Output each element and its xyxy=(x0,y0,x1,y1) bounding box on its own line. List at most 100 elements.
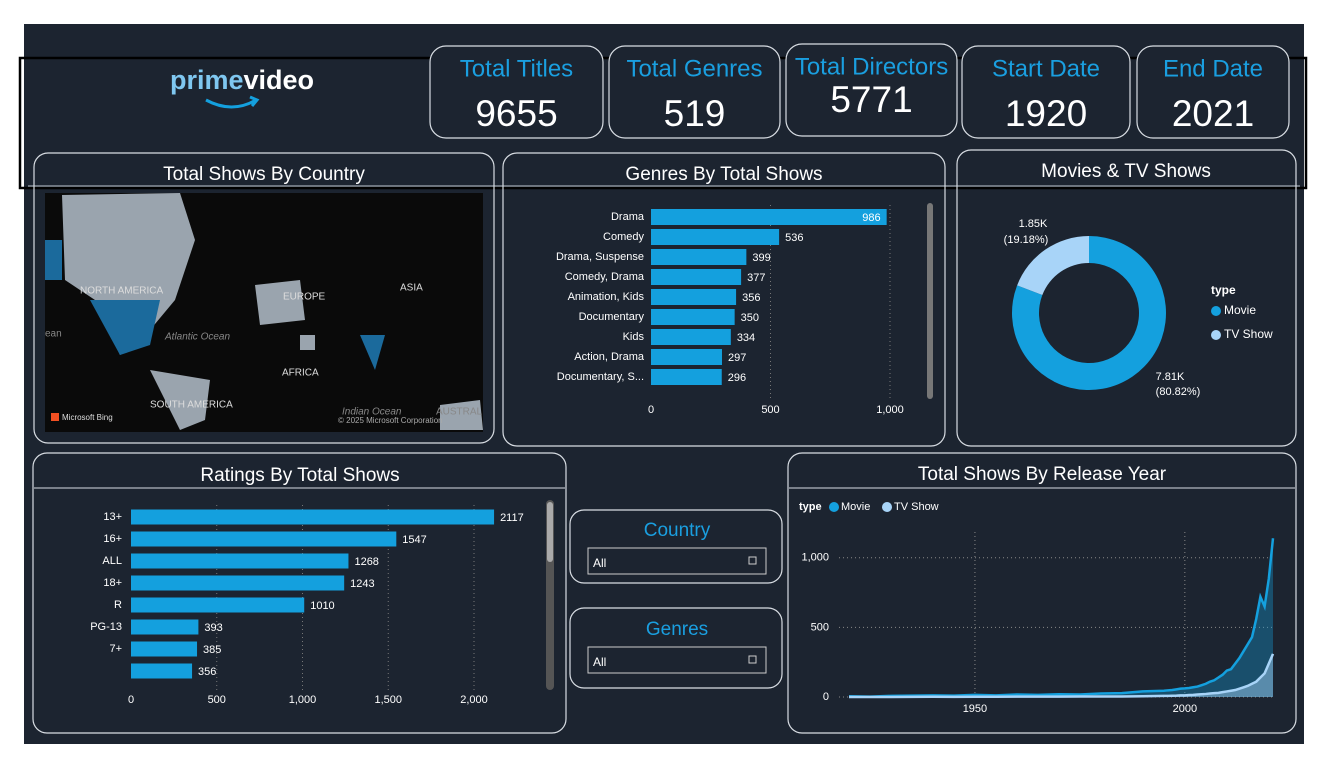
x-tick-label: 2,000 xyxy=(460,694,488,706)
y-tick-label: PG-13 xyxy=(90,621,122,633)
land-highlight xyxy=(360,335,385,370)
data-label: 7.81K xyxy=(1156,371,1185,383)
bar xyxy=(651,229,780,245)
map xyxy=(45,193,483,432)
chart-title: Total Shows By Release Year xyxy=(918,464,1167,485)
line-panel xyxy=(787,452,1297,734)
bar xyxy=(651,289,737,305)
bar xyxy=(651,209,887,225)
percent-label: (80.82%) xyxy=(1156,386,1201,398)
kpi-label: Total Titles xyxy=(460,55,573,82)
kpi-value: 2021 xyxy=(1172,93,1254,134)
kpi-label: End Date xyxy=(1163,55,1263,82)
legend-marker xyxy=(1211,330,1221,340)
land-highlight xyxy=(45,240,62,280)
bar xyxy=(131,531,397,547)
area-line xyxy=(848,538,1275,698)
data-label: 1243 xyxy=(350,578,374,590)
bar xyxy=(651,309,735,325)
legend-marker xyxy=(829,502,839,512)
kpi-value: 1920 xyxy=(1005,93,1087,134)
bar xyxy=(131,553,349,569)
map-label: EUROPE xyxy=(283,292,326,303)
y-tick-label: Kids xyxy=(623,331,645,343)
chart-title: Genres By Total Shows xyxy=(625,164,822,185)
y-tick-label: Animation, Kids xyxy=(568,291,645,303)
logo-prime: prime xyxy=(170,65,244,95)
y-tick-label: ALL xyxy=(102,555,122,567)
data-label: 356 xyxy=(198,666,216,678)
scrollbar[interactable] xyxy=(547,502,553,562)
slicer-selection: All xyxy=(593,655,606,669)
y-tick-label: 7+ xyxy=(109,643,122,655)
slicer-selection: All xyxy=(593,556,606,570)
scrollbar[interactable] xyxy=(927,203,933,399)
data-label: 399 xyxy=(752,252,770,264)
y-tick-label: 16+ xyxy=(103,533,122,545)
map-label: AFRICA xyxy=(282,368,319,379)
y-tick-label: 0 xyxy=(823,691,829,703)
y-tick-label: Comedy, Drama xyxy=(565,271,645,283)
slicer-panel xyxy=(569,607,783,689)
bing-logo xyxy=(51,413,59,421)
map-label: Indian Ocean xyxy=(342,407,402,418)
map-label: NORTH AMERICA xyxy=(80,286,163,297)
percent-label: (19.18%) xyxy=(1004,234,1049,246)
y-tick-label: Documentary, S... xyxy=(557,371,644,383)
data-label: 393 xyxy=(204,622,222,634)
slicer-title: Genres xyxy=(646,619,708,640)
ratings-panel xyxy=(32,452,567,734)
kpi-value: 519 xyxy=(664,93,726,134)
data-label: 1268 xyxy=(354,556,378,568)
x-tick-label: 2000 xyxy=(1173,703,1197,715)
dropdown-icon xyxy=(748,655,757,664)
logo-video: video xyxy=(244,65,315,95)
x-tick-label: 1,500 xyxy=(374,694,402,706)
bar xyxy=(131,509,495,525)
map-label: AUSTRAL xyxy=(436,407,483,418)
land-highlight xyxy=(90,300,160,355)
bar xyxy=(651,329,731,345)
bar xyxy=(131,619,199,635)
map-label: SOUTH AMERICA xyxy=(150,400,233,411)
kpi-card xyxy=(608,45,781,139)
data-label: 536 xyxy=(785,232,803,244)
data-label: 1010 xyxy=(310,600,334,612)
data-label: 334 xyxy=(737,332,755,344)
map-title: Total Shows By Country xyxy=(163,164,365,185)
data-label: 296 xyxy=(728,372,746,384)
donut-panel xyxy=(956,149,1297,447)
data-label: 350 xyxy=(741,312,759,324)
bar xyxy=(651,349,722,365)
data-label: 1.85K xyxy=(1019,218,1048,230)
legend-label: Movie xyxy=(841,501,870,513)
logo-smile xyxy=(205,95,260,109)
logo: primevideo xyxy=(170,65,314,95)
bar xyxy=(131,663,193,679)
kpi-value: 9655 xyxy=(475,93,557,134)
land xyxy=(255,280,305,325)
data-label: 356 xyxy=(742,292,760,304)
x-tick-label: 0 xyxy=(128,694,134,706)
kpi-card xyxy=(1136,45,1290,139)
slicer-dropdown[interactable] xyxy=(587,646,767,674)
x-tick-label: 500 xyxy=(761,404,779,416)
y-tick-label: Action, Drama xyxy=(574,351,645,363)
kpi-label: Total Directors xyxy=(795,53,948,80)
y-tick-label: 500 xyxy=(811,621,829,633)
data-label: 986 xyxy=(862,212,880,224)
kpi-label: Start Date xyxy=(992,55,1100,82)
map-label: ASIA xyxy=(400,283,423,294)
x-tick-label: 500 xyxy=(208,694,226,706)
land xyxy=(150,370,210,430)
area-fill xyxy=(849,653,1273,697)
x-tick-label: 0 xyxy=(648,404,654,416)
slicer-dropdown[interactable] xyxy=(587,547,767,575)
area-fill xyxy=(849,538,1273,697)
y-tick-label: Drama xyxy=(611,211,645,223)
y-tick-label: Drama, Suspense xyxy=(556,251,644,263)
map-label: Atlantic Ocean xyxy=(164,332,230,343)
kpi-card xyxy=(429,45,604,139)
bar xyxy=(131,597,305,613)
